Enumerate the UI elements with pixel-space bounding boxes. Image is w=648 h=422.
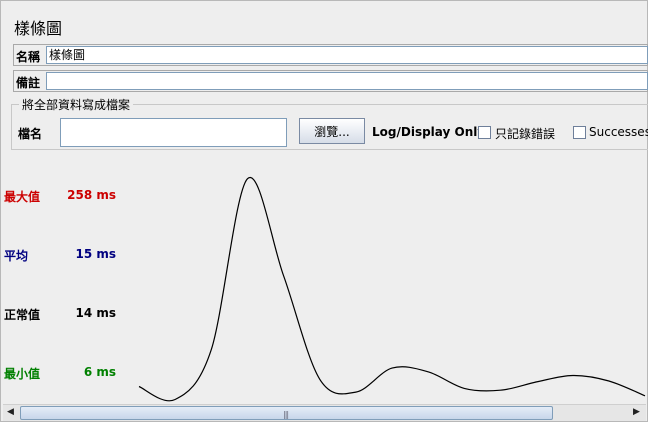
- comment-row: 備註: [13, 70, 648, 92]
- average-value: 15 ms: [75, 247, 116, 261]
- successes-checkbox[interactable]: [573, 126, 586, 139]
- filename-label: 檔名: [18, 127, 43, 141]
- average-label: 平均: [4, 249, 29, 263]
- log-display-only-label: Log/Display Only:: [372, 125, 490, 139]
- grip-icon: |||: [283, 410, 289, 419]
- max-value: 258 ms: [67, 188, 116, 202]
- comment-label: 備註: [16, 76, 41, 90]
- latest-value: 14 ms: [75, 306, 116, 320]
- successes-label: Successes: [589, 125, 648, 139]
- max-label: 最大值: [4, 190, 41, 204]
- spline-graph: [138, 176, 646, 402]
- name-field[interactable]: [46, 46, 648, 64]
- errors-only-label: 只記錄錯誤: [495, 127, 556, 141]
- scroll-thumb[interactable]: |||: [20, 406, 553, 420]
- write-to-file-legend: 將全部資料寫成檔案: [19, 96, 134, 113]
- scroll-right-icon[interactable]: ▶: [633, 407, 640, 417]
- min-value: 6 ms: [83, 365, 116, 379]
- panel-title: 樣條圖: [14, 19, 63, 38]
- write-to-file-group: [11, 104, 648, 150]
- spline-series-line: [138, 176, 646, 402]
- comment-field[interactable]: [46, 72, 648, 90]
- name-row: 名稱: [13, 44, 648, 66]
- latest-label: 正常值: [4, 308, 41, 322]
- scroll-left-icon[interactable]: ◀: [7, 407, 14, 417]
- errors-only-checkbox[interactable]: [478, 126, 491, 139]
- filename-input[interactable]: [60, 118, 287, 147]
- name-label: 名稱: [16, 50, 41, 64]
- horizontal-scrollbar[interactable]: ◀ ||| ▶: [3, 404, 646, 421]
- min-label: 最小值: [4, 367, 41, 381]
- browse-button[interactable]: 瀏覽...: [299, 118, 365, 144]
